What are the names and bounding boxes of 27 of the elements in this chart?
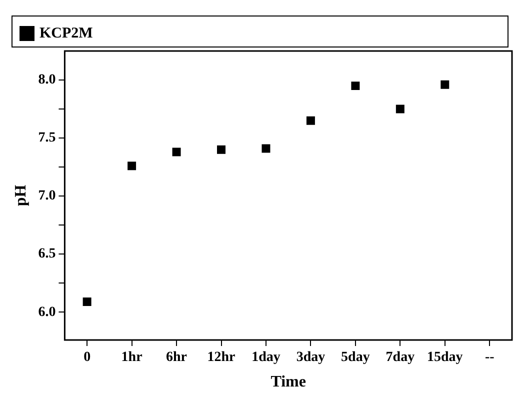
y-tick-label: 7.0 — [38, 188, 56, 204]
point — [351, 82, 360, 90]
legend-label: KCP2M — [40, 25, 93, 42]
x-tick-label: 6hr — [166, 350, 188, 366]
point — [440, 80, 450, 89]
x-tick-label: 15day — [427, 350, 463, 366]
x-tick-label: 5day — [341, 350, 370, 366]
y-tick-label: 7.5 — [38, 130, 56, 146]
x-tick-label: 1hr — [121, 350, 142, 366]
point — [396, 104, 404, 114]
x-axis-title: Time — [270, 374, 306, 391]
x-tick-label: -- — [484, 350, 495, 366]
point — [306, 116, 315, 125]
x-tick-label: 3day — [296, 350, 326, 366]
y-tick-label: 8.0 — [38, 72, 56, 88]
point — [262, 144, 270, 153]
point — [82, 297, 92, 306]
y-tick-label: 6.0 — [38, 304, 56, 320]
point — [217, 145, 226, 154]
x-tick-label: 1day — [252, 350, 280, 366]
x-tick-label: 7day — [386, 350, 415, 366]
y-tick-label: 6.5 — [38, 246, 56, 262]
point — [172, 148, 181, 156]
point — [128, 162, 136, 170]
x-tick-label: 0 — [84, 350, 91, 366]
y-axis-title: pH — [12, 184, 30, 206]
x-tick-label: 12hr — [207, 350, 236, 366]
